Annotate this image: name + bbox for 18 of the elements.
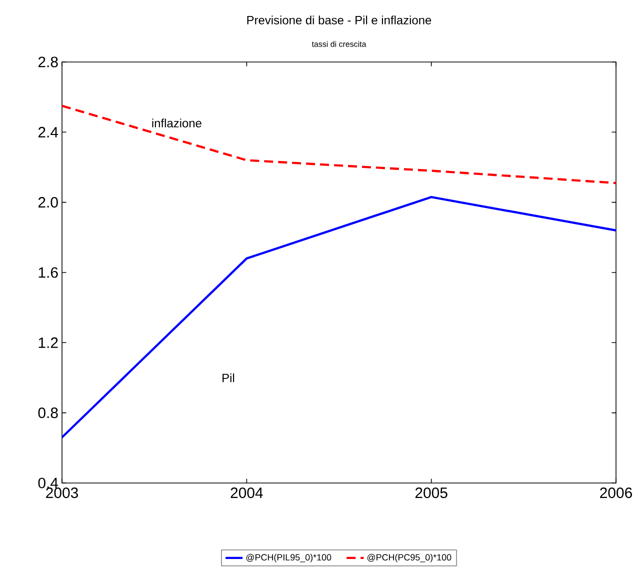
x-tick-label: 2003 <box>46 488 78 498</box>
legend-label: @PCH(PIL95_0)*100 <box>246 554 332 562</box>
annotation: inflazione <box>152 118 202 128</box>
x-tick-label: 2005 <box>415 488 448 498</box>
y-tick-label: 2.4 <box>38 126 58 138</box>
line-series <box>62 196 616 438</box>
chart-title: Previsione di base - Pil e inflazione <box>247 16 432 24</box>
y-tick-label: 1.2 <box>38 337 58 348</box>
y-tick-label: 2.8 <box>38 56 58 68</box>
line-series <box>62 104 616 184</box>
y-tick-label: 0.8 <box>38 408 58 418</box>
y-tick-label: 1.6 <box>38 267 58 278</box>
x-tick-label: 2006 <box>600 488 632 498</box>
x-tick-label: 2004 <box>230 488 263 498</box>
y-tick-label: 0.4 <box>38 478 58 488</box>
legend-label: @PCH(PC95_0)*100 <box>367 554 452 562</box>
annotation: Pil <box>222 373 234 382</box>
y-tick-label: 2.0 <box>38 197 58 208</box>
